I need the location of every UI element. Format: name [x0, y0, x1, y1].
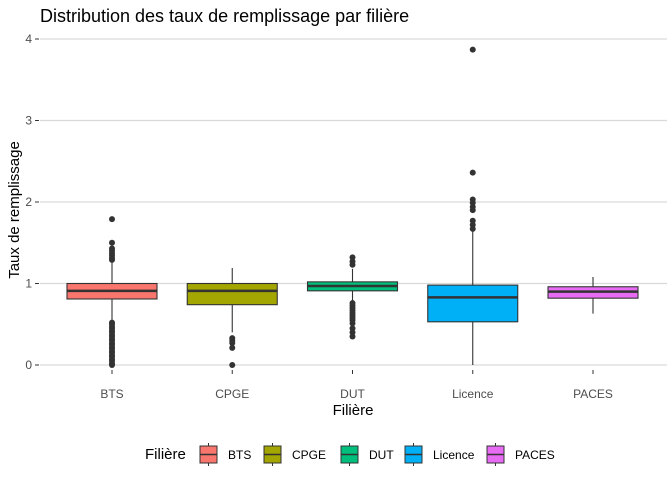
legend-label: Licence [433, 448, 475, 462]
legend-item-dut: DUT [340, 443, 394, 466]
outlier-point [229, 362, 236, 368]
outlier-point [469, 225, 476, 232]
outlier-point [109, 256, 115, 263]
box-cpge [186, 268, 278, 368]
legend-label: PACES [515, 448, 555, 462]
x-tick-label: CPGE [215, 387, 249, 401]
x-tick-label: BTS [100, 387, 123, 401]
outlier-point [229, 344, 236, 351]
legend-label: BTS [228, 448, 251, 462]
chart-title: Distribution des taux de remplissage par… [40, 6, 409, 26]
x-axis-title: Filière [333, 402, 374, 419]
x-tick-label: Licence [452, 387, 494, 401]
legend-item-cpge: CPGE [263, 443, 326, 466]
box-iqr [186, 282, 278, 306]
legend-title: Filière [145, 446, 186, 463]
y-tick-label: 2 [25, 195, 32, 209]
outlier-point [349, 261, 356, 268]
outlier-point [109, 216, 115, 223]
outlier-point [469, 207, 476, 214]
y-tick-label: 3 [25, 114, 32, 128]
boxes [66, 46, 639, 368]
box-bts [66, 216, 158, 368]
y-axis-title: Taux de remplissage [6, 141, 23, 279]
outlier-point [469, 46, 476, 53]
box-iqr [427, 284, 519, 323]
legend-label: DUT [369, 448, 394, 462]
y-axis: 0 1 2 3 4 [25, 32, 39, 372]
outlier-point [349, 320, 356, 327]
y-tick-label: 0 [25, 358, 32, 372]
x-tick-label: PACES [573, 387, 613, 401]
legend-item-licence: Licence [404, 443, 475, 466]
legend-label: CPGE [292, 448, 326, 462]
box-dut [306, 254, 399, 340]
y-tick-label: 4 [25, 32, 32, 46]
box-paces [547, 276, 639, 314]
outlier-point [469, 169, 476, 176]
outlier-point [229, 339, 236, 346]
outlier-point [109, 362, 115, 368]
legend-item-paces: PACES [486, 443, 555, 466]
outlier-point [109, 239, 115, 246]
x-tick-label: DUT [340, 387, 365, 401]
outlier-point [349, 333, 356, 340]
x-axis: BTS CPGE DUT Licence PACES [100, 370, 613, 401]
legend: Filière BTS CPGE DUT Licence PACES [145, 443, 555, 466]
box-licence [427, 46, 519, 365]
y-tick-label: 1 [25, 277, 32, 291]
legend-item-bts: BTS [199, 443, 251, 466]
